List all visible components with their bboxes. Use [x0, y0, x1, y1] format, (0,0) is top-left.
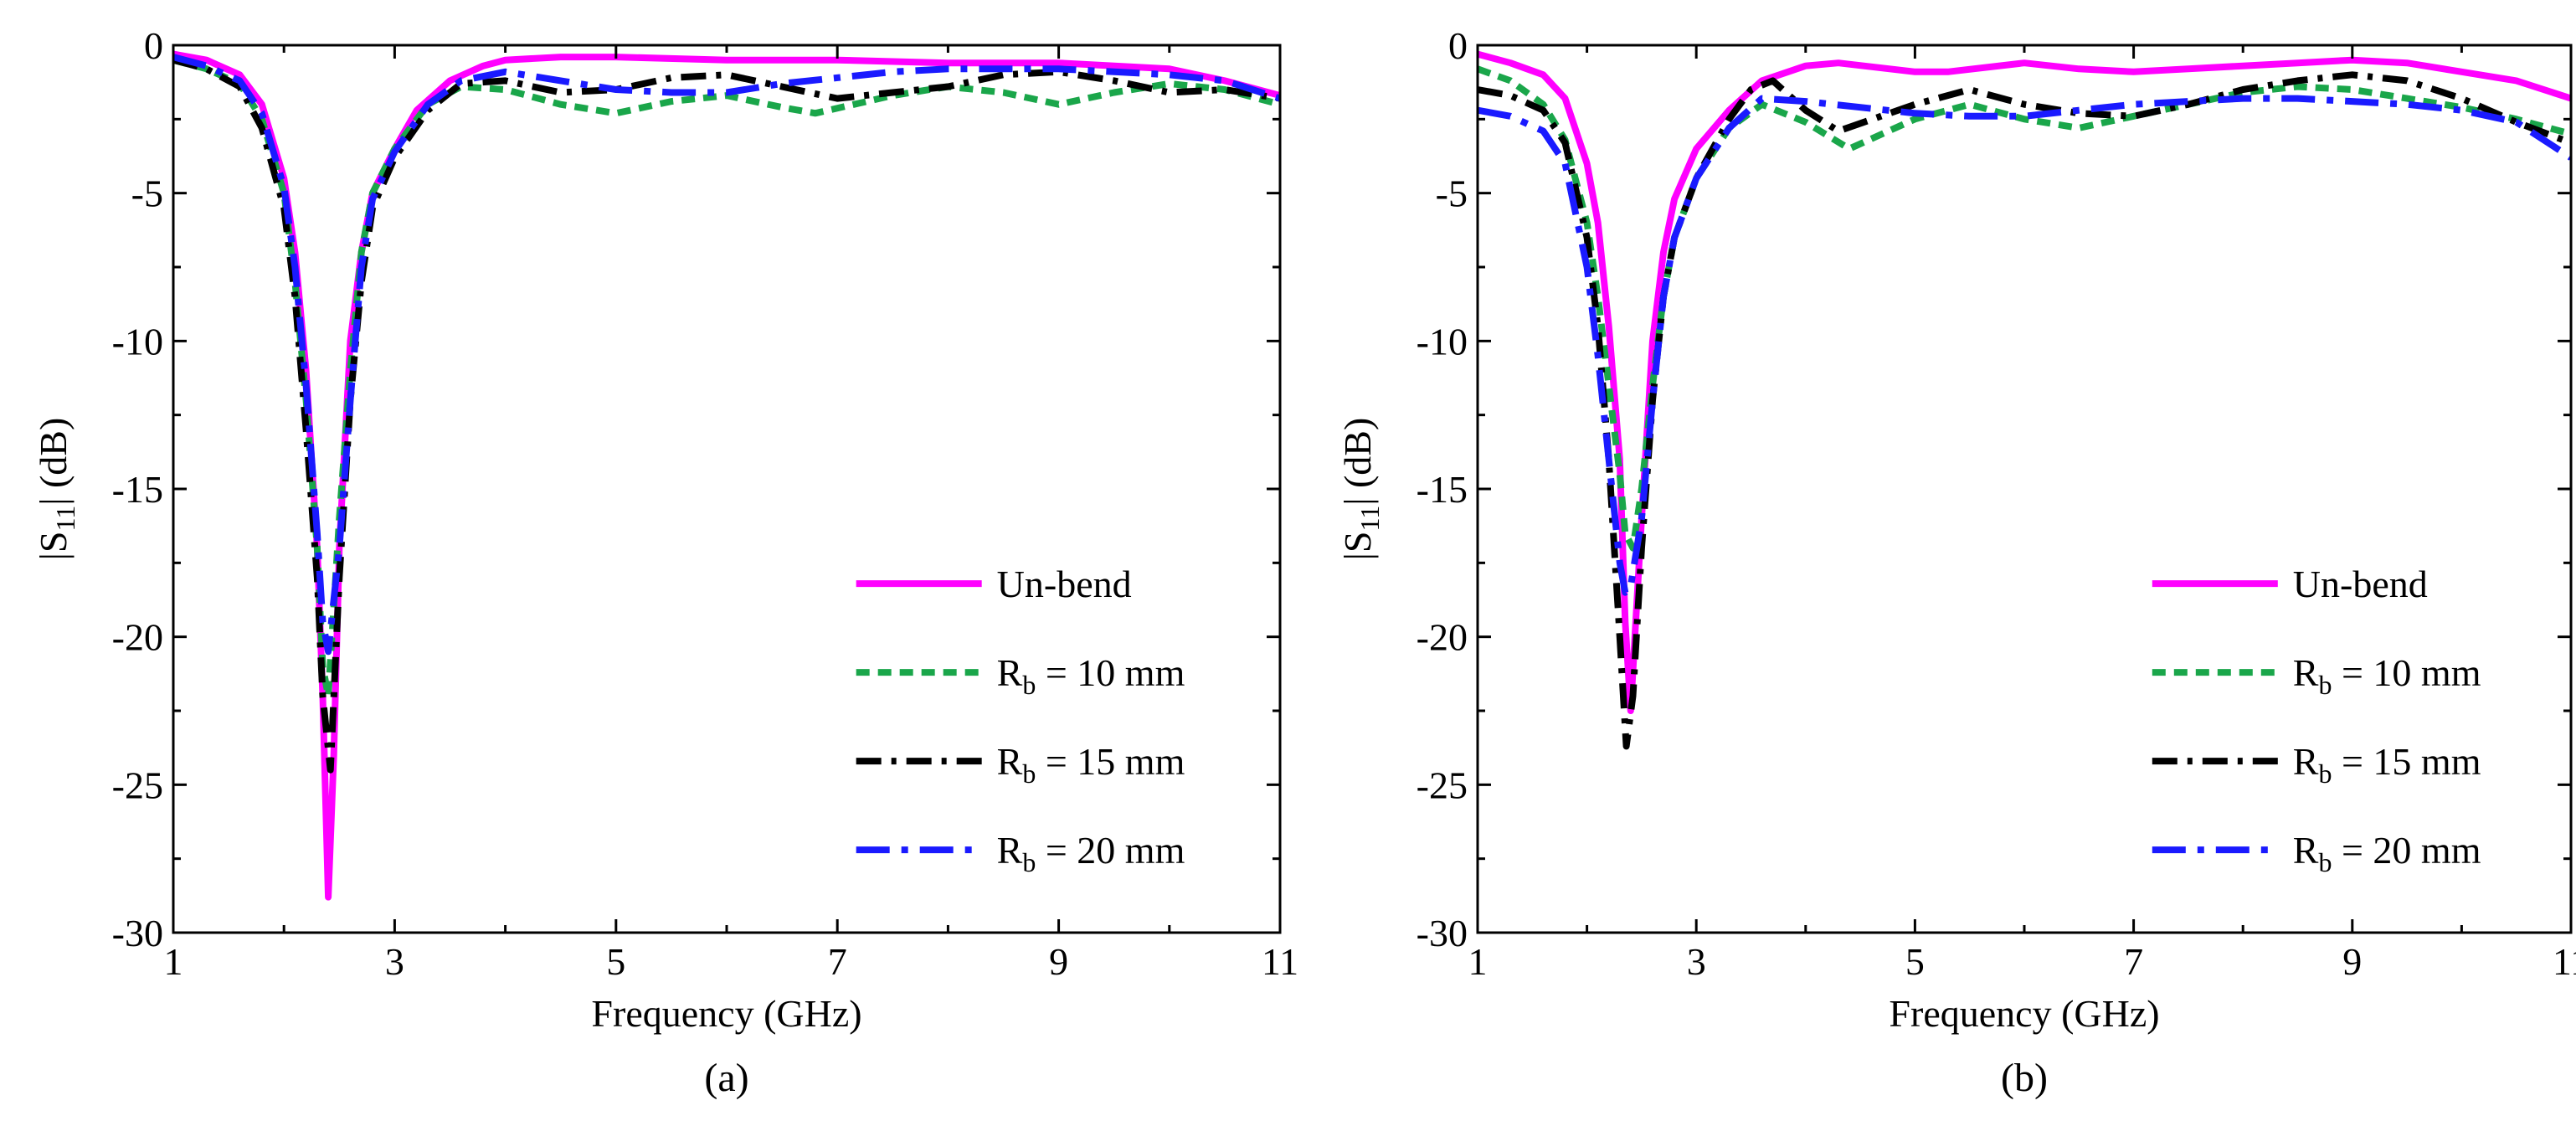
chart-b-ytick-label: -20 — [1417, 616, 1468, 659]
chart-b-ytick-label: 0 — [1448, 24, 1468, 67]
chart-b-xtick-label: 1 — [1468, 940, 1488, 983]
chart-b-legend-label-rb10: Rb = 10 mm — [2293, 651, 2481, 700]
chart-a-legend: Un-bend Rb = 10 mm Rb = 15 mm Rb = 20 mm — [856, 563, 1185, 877]
chart-a-series-rb20 — [173, 54, 1280, 656]
chart-b-series-rb20 — [1478, 95, 2571, 596]
chart-a-xtick-label: 5 — [606, 940, 625, 983]
chart-b-legend-label-rb20: Rb = 20 mm — [2293, 829, 2481, 877]
chart-a-legend-label-rb15: Rb = 15 mm — [997, 740, 1185, 789]
chart-a: 1 3 5 7 9 11 0 -5 -10 -15 -20 -25 -30 Frequency (GHz)… — [32, 24, 1298, 1100]
chart-a-ytick-label: -15 — [112, 468, 163, 511]
chart-a-legend-label-rb10: Rb = 10 mm — [997, 651, 1185, 700]
chart-b-legend: Un-bend Rb = 10 mm Rb = 15 mm Rb = 20 mm — [2152, 563, 2481, 877]
chart-a-caption: (a) — [704, 1056, 748, 1100]
chart-a-xtick-label: 1 — [164, 940, 183, 983]
chart-a-xtick-label: 11 — [1262, 940, 1298, 983]
chart-a-ytick-label: -20 — [112, 616, 163, 659]
chart-b-series-unbend — [1478, 50, 2571, 714]
chart-b: 1 3 5 7 9 11 0 -5 -10 -15 -20 -25 -30 Frequency (GHz)… — [1336, 24, 2576, 1100]
chart-a-xlabel: Frequency (GHz) — [591, 992, 861, 1035]
chart-a-legend-label-unbend: Un-bend — [997, 563, 1132, 605]
chart-b-ylabel: |S11| (dB) — [1336, 418, 1385, 561]
chart-b-ytick-label: -10 — [1417, 320, 1468, 363]
chart-a-series-rb10 — [173, 56, 1280, 700]
chart-b-ytick-label: -25 — [1417, 764, 1468, 806]
chart-b-xtick-label: 3 — [1687, 940, 1706, 983]
chart-a-ylabel: |S11| (dB) — [32, 418, 80, 561]
chart-a-ytick-label: -10 — [112, 320, 163, 363]
chart-b-ytick-label: -5 — [1436, 172, 1468, 215]
chart-a-xtick-label: 3 — [385, 940, 404, 983]
chart-a-ytick-label: 0 — [144, 24, 163, 67]
chart-a-xtick-label: 7 — [828, 940, 847, 983]
chart-b-xtick-label: 7 — [2124, 940, 2143, 983]
chart-b-legend-label-unbend: Un-bend — [2293, 563, 2428, 605]
chart-a-ytick-label: -5 — [131, 172, 163, 215]
chart-b-ytick-label: -30 — [1417, 912, 1468, 954]
chart-a-ytick-label: -30 — [112, 912, 163, 954]
chart-b-series-rb15 — [1478, 71, 2571, 750]
chart-a-ytick-label: -25 — [112, 764, 163, 806]
chart-b-ytick-label: -15 — [1417, 468, 1468, 511]
chart-b-xtick-label: 11 — [2553, 940, 2576, 983]
chart-b-caption: (b) — [2001, 1056, 2048, 1100]
chart-a-legend-label-rb20: Rb = 20 mm — [997, 829, 1185, 877]
chart-b-xtick-label: 9 — [2342, 940, 2362, 983]
chart-a-xtick-label: 9 — [1049, 940, 1068, 983]
chart-b-xlabel: Frequency (GHz) — [1889, 992, 2159, 1035]
chart-b-xtick-label: 5 — [1905, 940, 1925, 983]
chart-b-legend-label-rb15: Rb = 15 mm — [2293, 740, 2481, 789]
